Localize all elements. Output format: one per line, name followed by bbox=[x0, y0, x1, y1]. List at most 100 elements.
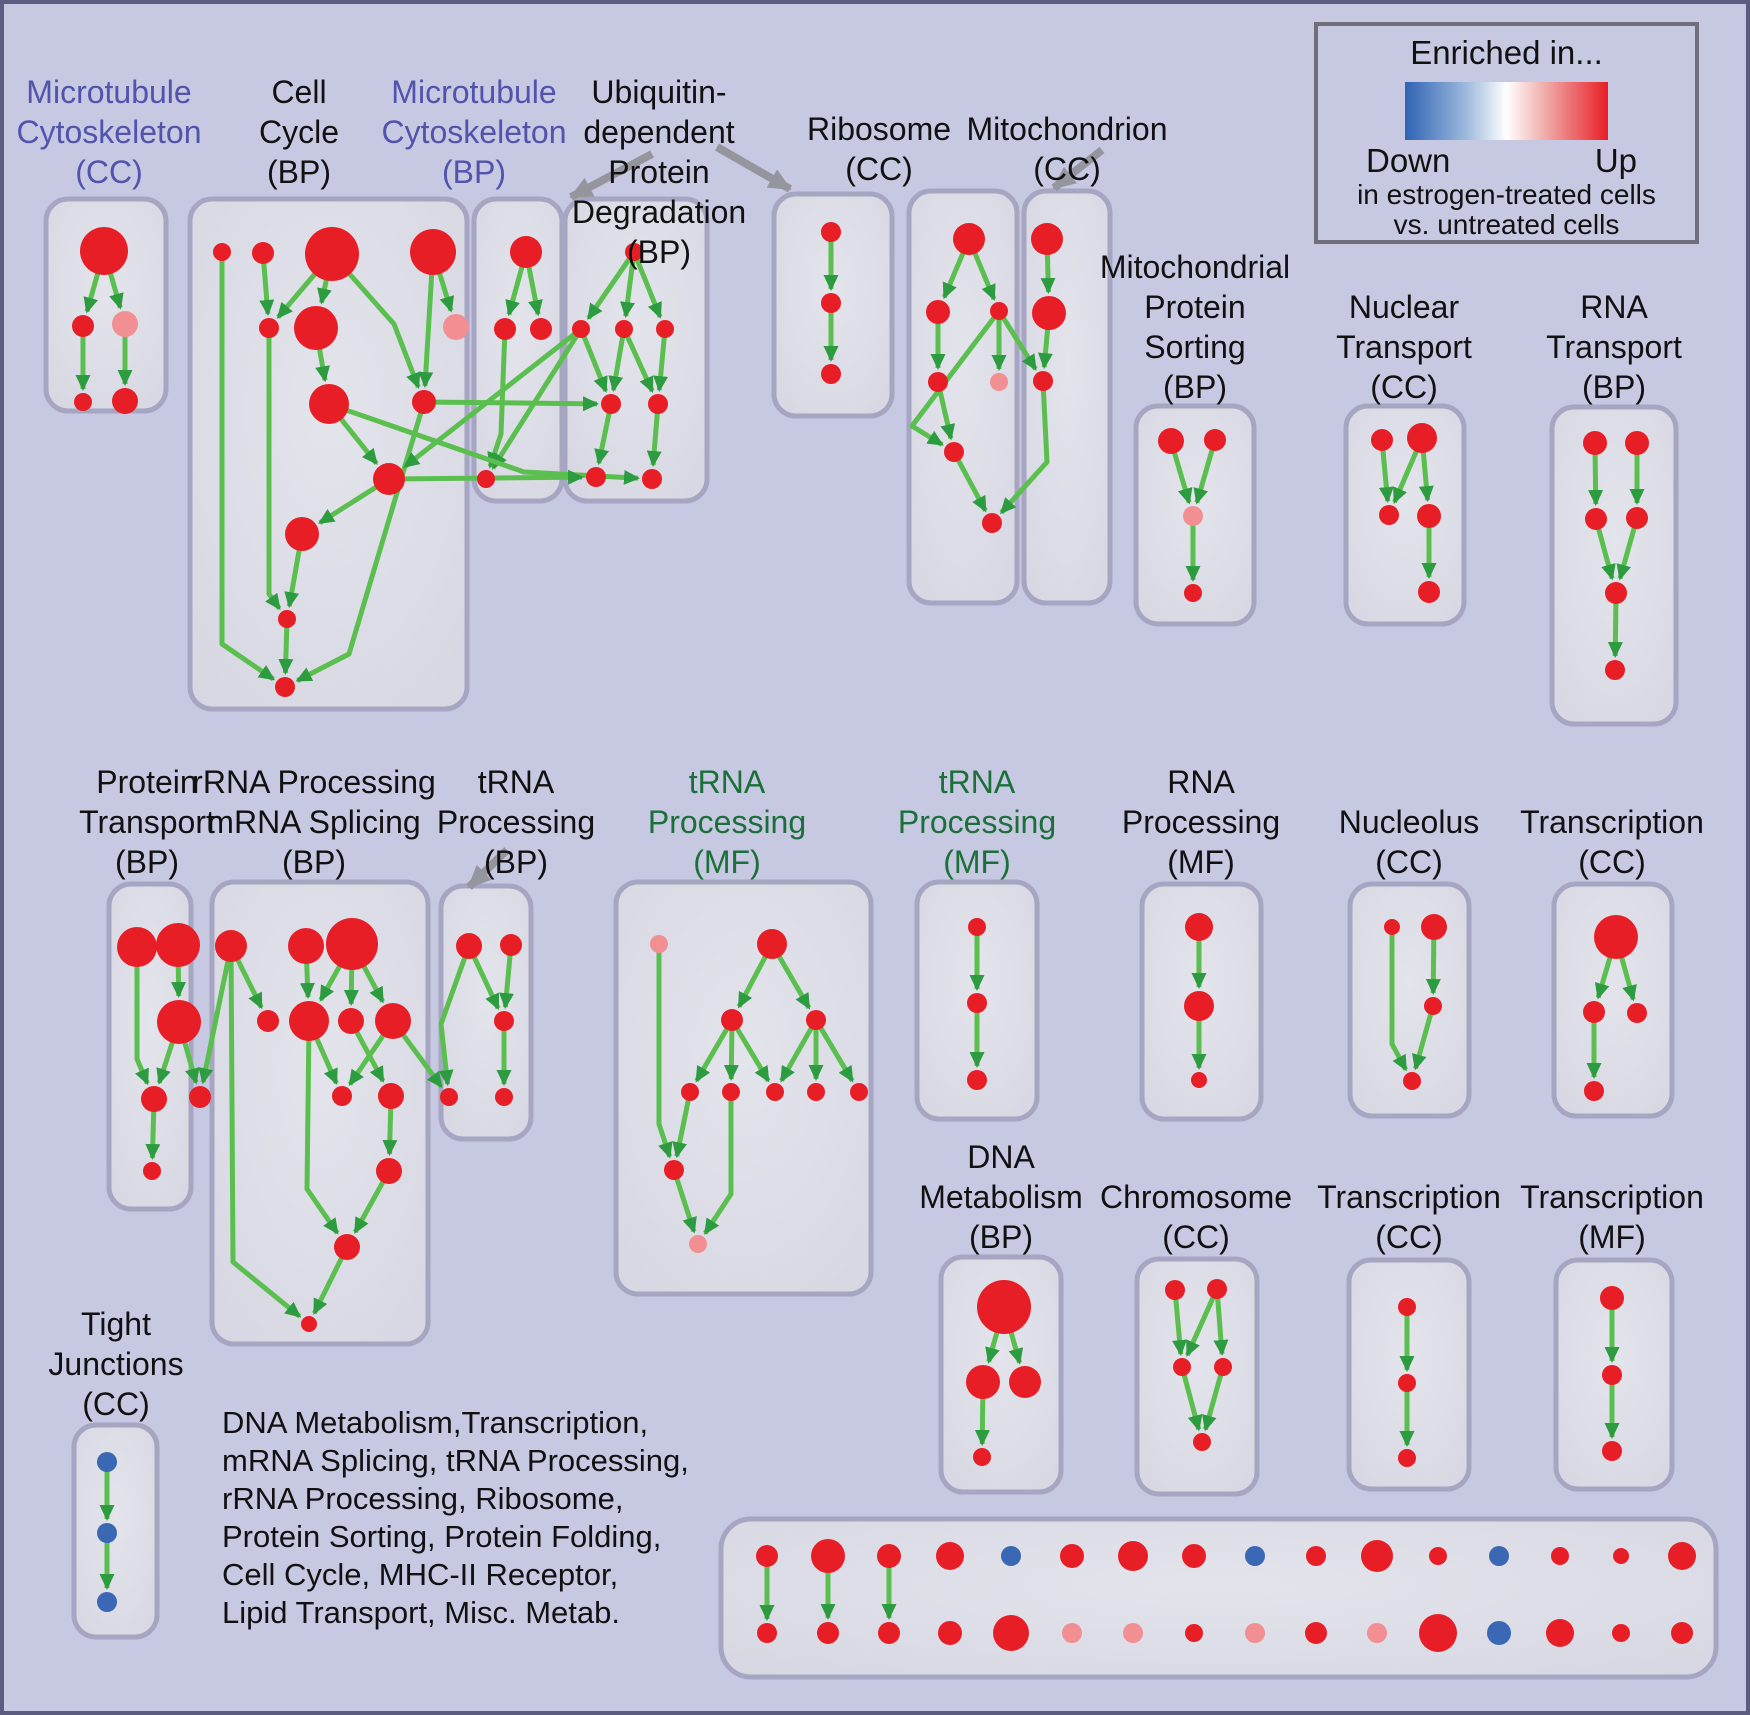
edge-arrow bbox=[1037, 328, 1053, 370]
shared-terms-grid-node bbox=[938, 1621, 962, 1645]
edge-arrow bbox=[1616, 526, 1637, 581]
edge-arrow bbox=[672, 1099, 691, 1159]
edge-arrow bbox=[83, 272, 101, 314]
mitochondrion-cc-box bbox=[1021, 188, 1113, 606]
edge-arrow bbox=[403, 331, 577, 469]
cell-cycle-bp-label: Cell Cycle (BP) bbox=[258, 74, 339, 190]
mitochondrial-protein-sorting-bp-label: Mitochondrial Protein Sorting (BP) bbox=[1099, 249, 1291, 405]
rrna-processing-mrna-splicing-bp-node bbox=[215, 930, 247, 962]
ubiquitin-degradation-bp-2-node bbox=[821, 364, 841, 384]
edge-arrow bbox=[317, 278, 332, 305]
edge-arrow bbox=[1040, 253, 1056, 294]
tight-junctions-cc-node bbox=[97, 1592, 117, 1612]
microtubule-cytoskeleton-bp-node bbox=[510, 236, 542, 268]
trna-processing-mf-large-node bbox=[766, 1083, 784, 1101]
edge-arrow bbox=[941, 251, 966, 300]
edge-arrow bbox=[1418, 451, 1434, 503]
nuclear-transport-cc-box bbox=[1343, 403, 1467, 627]
mitochondrion-cc-node bbox=[1033, 371, 1053, 391]
microtubule-cytoskeleton-bp-node bbox=[530, 318, 552, 340]
shared-terms-grid-node bbox=[1671, 1622, 1693, 1644]
trna-processing-mf-large-label: tRNA Processing (MF) bbox=[647, 764, 807, 880]
transcription-mf-label: Transcription (MF) bbox=[1520, 1179, 1704, 1255]
trna-processing-mf-large-node bbox=[850, 1083, 868, 1101]
ubiquitin-degradation-bp-2-node bbox=[821, 222, 841, 242]
trna-processing-mf-large-node bbox=[650, 935, 668, 953]
edge-arrow bbox=[314, 1037, 339, 1086]
microtubule-cytoskeleton-bp-box bbox=[471, 196, 565, 504]
ubiquitin-degradation-bp-label: Ubiquitin- dependent Protein Degradation… bbox=[571, 74, 747, 270]
mitochondrial-protein-sorting-bp-node bbox=[1158, 428, 1184, 454]
trna-processing-bp-label: tRNA Processing (BP) bbox=[436, 764, 596, 880]
ribosome-cc-node bbox=[928, 372, 948, 392]
mitochondrial-protein-sorting-bp-node bbox=[1184, 584, 1202, 602]
shared-terms-grid-node bbox=[1062, 1623, 1082, 1643]
protein-transport-bp-node bbox=[117, 927, 157, 967]
edge-arrow bbox=[1425, 938, 1441, 995]
edge-arrow bbox=[736, 955, 768, 1009]
dna-metabolism-bp-node bbox=[973, 1448, 991, 1466]
edges bbox=[75, 241, 1645, 1621]
edge-arrow bbox=[703, 1100, 734, 1235]
rrna-processing-mrna-splicing-bp-node bbox=[301, 1316, 317, 1332]
ubiquitin-degradation-bp-node bbox=[625, 243, 643, 261]
edge-arrow bbox=[284, 549, 302, 609]
shared-terms-grid-node bbox=[1245, 1546, 1265, 1566]
edge-arrow bbox=[1172, 451, 1193, 505]
rrna-processing-mrna-splicing-bp-node bbox=[376, 1158, 402, 1184]
edge-arrow bbox=[156, 1041, 175, 1085]
edge-arrow bbox=[219, 260, 276, 682]
trna-processing-mf-large-node bbox=[806, 1010, 826, 1030]
chromosome-cc-node bbox=[1193, 1433, 1211, 1451]
chromosome-cc-node bbox=[1173, 1358, 1191, 1376]
protein-transport-bp-node bbox=[141, 1086, 167, 1112]
rrna-processing-mrna-splicing-bp-node bbox=[338, 1008, 364, 1034]
microtubule-cytoskeleton-bp-node bbox=[477, 470, 495, 488]
edge-arrow bbox=[361, 964, 385, 1004]
nucleolus-cc-label: Nucleolus (CC) bbox=[1338, 804, 1480, 880]
edge-arrow bbox=[1596, 528, 1616, 581]
edge-arrow bbox=[354, 1030, 386, 1083]
edge-arrow bbox=[299, 962, 315, 999]
rna-processing-mf-node bbox=[1191, 1072, 1207, 1088]
legend-gradient-bar bbox=[1405, 82, 1608, 140]
chromosome-cc-label: Chromosome (CC) bbox=[1099, 1179, 1293, 1255]
rna-processing-mf-node bbox=[1185, 913, 1213, 941]
edge-arrow bbox=[235, 958, 264, 1010]
edge-arrow bbox=[434, 396, 599, 412]
cell-cycle-bp-node bbox=[309, 384, 349, 424]
edge-arrow bbox=[581, 335, 609, 393]
cell-cycle-bp-node bbox=[294, 306, 338, 350]
transcription-cc-bottom-node bbox=[1398, 1298, 1416, 1316]
edge-arrow bbox=[107, 272, 124, 310]
shared-terms-grid-node bbox=[1118, 1541, 1148, 1571]
shared-terms-grid-node bbox=[1487, 1621, 1511, 1645]
trna-processing-bp-node bbox=[456, 933, 482, 959]
edge-arrow bbox=[1001, 316, 1038, 371]
cell-cycle-bp-node bbox=[410, 229, 456, 275]
edge-arrow bbox=[312, 1256, 344, 1315]
cell-cycle-bp-node bbox=[252, 242, 274, 264]
edge-arrow bbox=[490, 334, 579, 470]
chromosome-cc-node bbox=[1165, 1280, 1185, 1300]
edge-arrow bbox=[438, 956, 468, 1087]
edge-arrow bbox=[278, 626, 294, 675]
ubiquitin-degradation-bp-node bbox=[586, 467, 606, 487]
edge-arrow bbox=[318, 964, 342, 1002]
microtubule-cytoskeleton-cc-box bbox=[43, 196, 169, 414]
edge-arrow bbox=[1594, 956, 1613, 1000]
edge-arrow bbox=[382, 1107, 398, 1156]
edge-arrow bbox=[401, 1033, 444, 1089]
nuclear-transport-cc-node bbox=[1417, 504, 1441, 528]
rrna-processing-mrna-splicing-bp-node bbox=[326, 918, 378, 970]
transcription-cc-mid-box bbox=[1551, 881, 1675, 1119]
dna-metabolism-bp-node bbox=[966, 1365, 1000, 1399]
trna-bp-pointer-icon bbox=[466, 847, 510, 890]
legend-up-label: Up bbox=[1594, 142, 1637, 179]
rrna-processing-mrna-splicing-bp-node bbox=[289, 1001, 329, 1041]
edge-arrow bbox=[1607, 602, 1623, 658]
transcription-cc-mid-label: Transcription (CC) bbox=[1520, 804, 1704, 880]
rna-transport-bp-node bbox=[1625, 431, 1649, 455]
nuclear-transport-cc-node bbox=[1371, 429, 1393, 451]
edge-arrow bbox=[1378, 449, 1394, 504]
